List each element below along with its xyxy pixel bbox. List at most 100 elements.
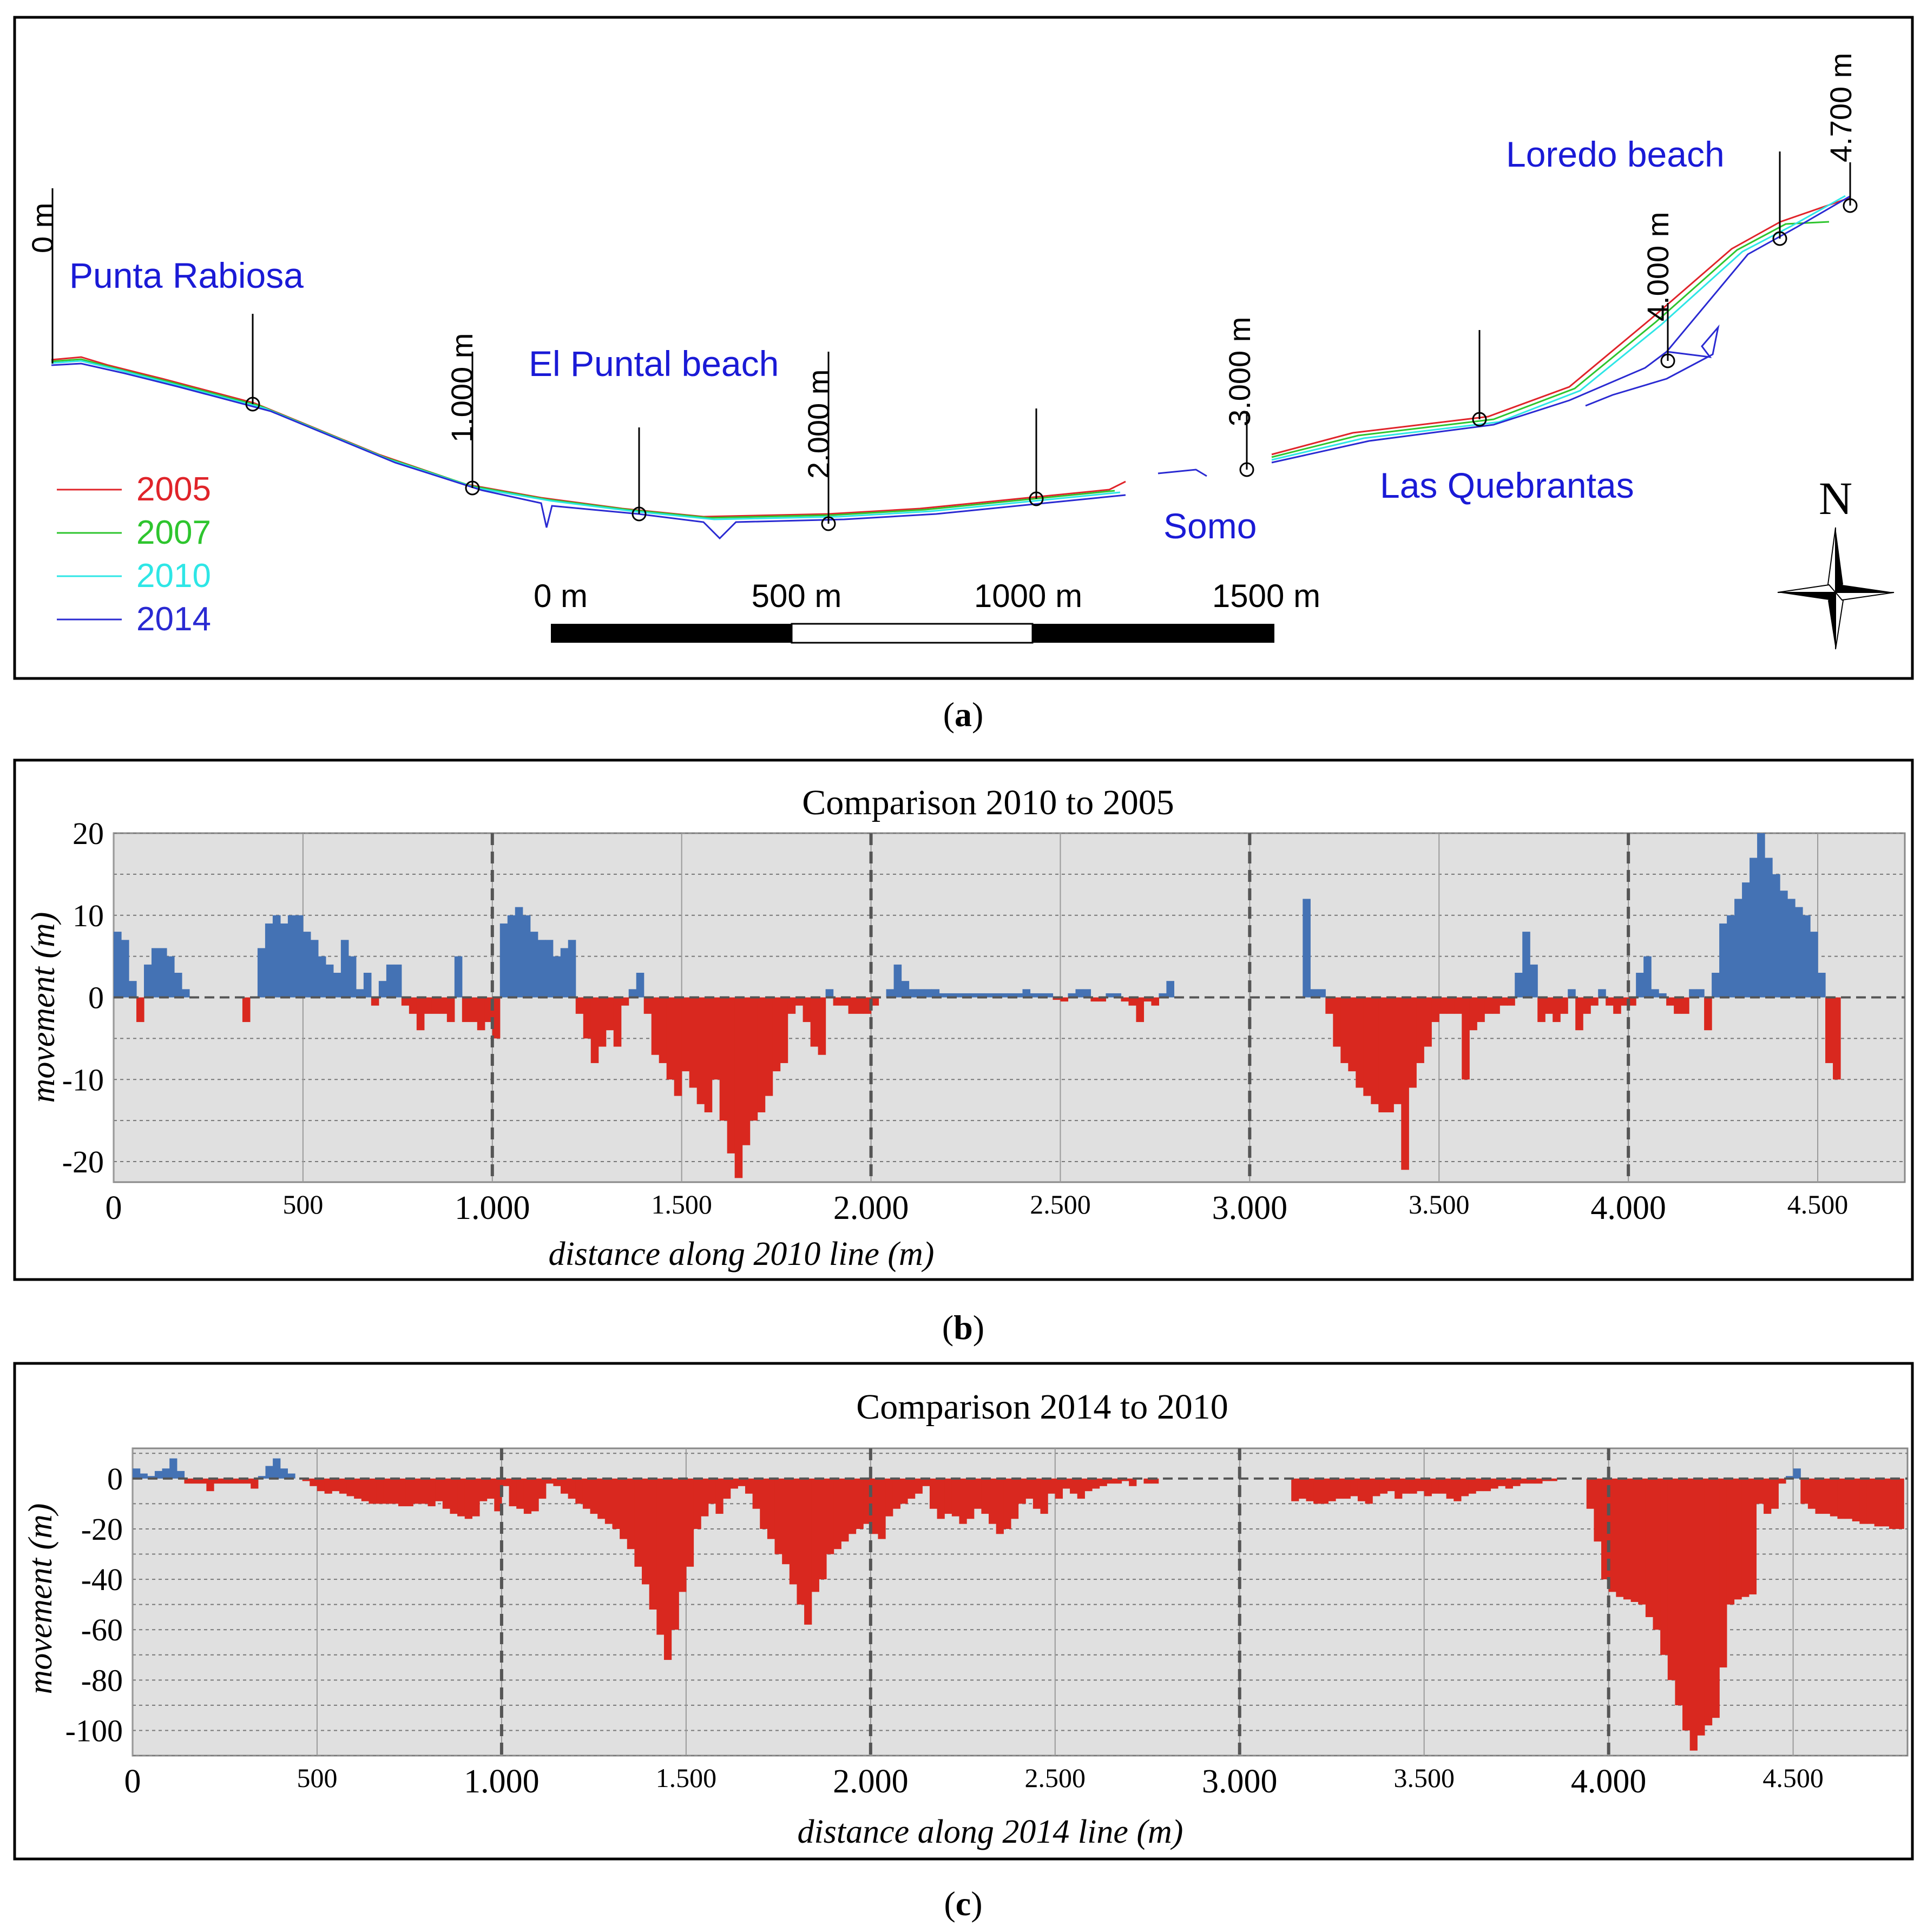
panel-c-chart: Comparison 2014 to 2010 0 -20 -40 -60 -80 -10… [13,1362,1914,1923]
bar [671,1478,679,1630]
bar [1159,993,1167,998]
bar [1325,997,1333,1014]
bar [1833,997,1841,1080]
bar [892,1478,900,1509]
bar [1306,1478,1314,1501]
panel-b-caption: (b) [942,1308,984,1347]
bar [1512,1478,1521,1486]
bar [1143,997,1152,1002]
bar [1166,981,1175,998]
chart-c-x-ticks: 0 500 1.000 1.500 2.000 2.500 3.000 3.500 4.000 4… [124,1763,1824,1800]
bar [348,956,357,998]
bar [340,940,349,998]
distance-label-0: 0 m [25,203,60,253]
bar [1545,997,1553,1014]
bar [228,1478,236,1484]
bar [295,915,304,998]
bar [1371,997,1379,1104]
bar [1357,1478,1366,1501]
bar [774,1478,782,1554]
bar [265,923,273,998]
bar [516,1478,524,1509]
bar [604,1478,613,1524]
bar [302,932,311,998]
bar [1015,993,1023,998]
bar [612,1478,620,1529]
bar [568,940,576,998]
x-tick-label: 4.000 [1571,1763,1647,1800]
bar [428,1478,436,1507]
bar [1143,1478,1152,1484]
bar [545,1478,554,1484]
bar [1363,997,1371,1096]
bar [704,997,713,1112]
coastline-2010 [51,195,1846,520]
bar [416,997,425,1031]
bar [1542,1478,1550,1481]
chart-c-grid [132,1448,1908,1756]
panel-c-caption-letter: c [956,1884,971,1923]
bar [642,1478,650,1585]
bar [1772,874,1780,998]
bar [1461,1478,1469,1496]
bar [627,1478,635,1549]
x-tick-label: 4.500 [1762,1763,1824,1793]
bar [1803,915,1811,998]
bar [199,1478,207,1484]
bar [977,993,985,998]
bar [1734,899,1742,998]
bar [1653,1478,1661,1630]
bar [1527,1478,1535,1484]
y-tick-label: -60 [81,1612,123,1647]
bar [1515,973,1523,998]
bar [1386,997,1394,1112]
bar [257,948,266,998]
x-tick-label: 1.500 [651,1189,712,1219]
bar [324,1478,332,1494]
bar [114,932,122,998]
bar [1530,964,1538,998]
bar [643,997,652,1014]
bar [944,1478,952,1514]
legend-label-2005: 2005 [136,471,211,508]
bar [1793,1468,1801,1479]
bar [1825,997,1833,1063]
bar [1613,997,1621,1014]
legend-label-2010: 2010 [136,557,211,595]
y-tick-label: -100 [65,1713,123,1748]
bar [1750,858,1758,998]
bar [810,997,819,1047]
panel-a-frame [13,16,1914,680]
bar [651,997,660,1055]
bar [499,923,508,998]
bar [1431,1478,1439,1494]
bar [339,1478,347,1494]
bar [530,932,538,998]
bar [1608,1478,1616,1592]
bar [996,1478,1004,1534]
bar [1387,1478,1395,1492]
bar [1128,997,1137,1006]
scale-label-1000: 1000 m [974,578,1082,614]
bar [696,997,705,1104]
bar [1765,858,1773,998]
bar [280,1468,288,1479]
bar [893,964,902,998]
bar [457,1478,465,1516]
bar [818,997,826,1055]
bar [825,989,834,998]
bar [1424,1478,1432,1496]
bar [757,997,766,1112]
bar [1030,993,1038,998]
bar [523,1478,532,1514]
bar [1018,1478,1026,1504]
y-tick-label: 0 [88,980,104,1016]
y-tick-label: 0 [107,1461,123,1496]
scale-label-0: 0 m [534,578,588,614]
bar [693,1478,701,1529]
bar [1298,1478,1307,1499]
bar [1372,1478,1380,1496]
bar [192,1478,200,1484]
bar [1336,1478,1344,1499]
x-tick-label: 0 [124,1763,141,1800]
